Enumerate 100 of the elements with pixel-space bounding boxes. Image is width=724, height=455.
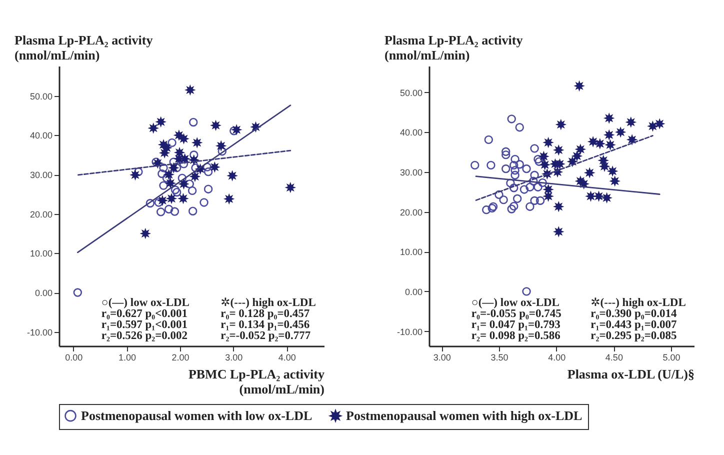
y-tick-label: 20.00 bbox=[30, 209, 52, 220]
y-tick-label: -10.00 bbox=[26, 327, 52, 338]
annotation: r₂=0.295 p₂=0.085 bbox=[590, 330, 678, 342]
point bbox=[538, 178, 547, 188]
x-tick-label: 1.00 bbox=[118, 352, 136, 362]
point bbox=[510, 160, 518, 170]
point bbox=[202, 162, 212, 172]
point bbox=[510, 170, 520, 180]
point bbox=[73, 288, 82, 297]
x-tick-label: 2.00 bbox=[172, 352, 190, 362]
annotation: r₀=0.627 p₀<0.001 bbox=[101, 308, 188, 320]
point bbox=[515, 122, 524, 132]
legend-label: Postmenopausal women with high ox-LDL bbox=[346, 408, 583, 423]
point bbox=[228, 171, 237, 180]
point bbox=[200, 198, 208, 207]
point bbox=[191, 164, 200, 172]
annotation: r₁=0.597 p₁<0.001 bbox=[101, 319, 188, 331]
point bbox=[544, 192, 553, 201]
point bbox=[218, 146, 227, 156]
y-tick-label: 50.00 bbox=[30, 91, 52, 102]
y-tick-label: 40.00 bbox=[400, 128, 422, 138]
point bbox=[175, 148, 184, 157]
point bbox=[510, 166, 520, 175]
point bbox=[544, 185, 553, 194]
y-tick-label: 10.00 bbox=[30, 248, 52, 259]
point bbox=[179, 160, 188, 168]
point bbox=[502, 147, 510, 156]
y-tick-label: 50.00 bbox=[400, 88, 422, 98]
annotation: r₂=0.526 p₂=0.002 bbox=[101, 330, 188, 342]
point bbox=[602, 193, 612, 202]
point bbox=[178, 174, 187, 182]
annotation: ○(—) low ox-LDL bbox=[101, 297, 190, 309]
point bbox=[526, 202, 534, 211]
annotation: r₁=0.443 p₁=0.007 bbox=[590, 319, 678, 331]
annotation: r₂=-0.052 p₂=0.777 bbox=[220, 330, 311, 342]
point bbox=[555, 160, 564, 168]
point bbox=[188, 186, 197, 196]
point bbox=[185, 180, 194, 188]
point bbox=[188, 206, 198, 216]
point bbox=[510, 154, 520, 164]
annotation: ✲(---) high ox-LDL bbox=[590, 297, 686, 309]
point bbox=[174, 154, 184, 164]
point bbox=[522, 164, 531, 174]
x-axis-title: Plasma ox-LDL (U/L)§ bbox=[567, 366, 694, 382]
x-tick-label: 5.00 bbox=[662, 352, 680, 362]
x-axis-title: PBMC Lp-PLA₂ activity (nmol/mL/min) bbox=[188, 366, 325, 396]
point bbox=[156, 117, 166, 126]
point bbox=[529, 176, 538, 186]
y-tick-label: 20.00 bbox=[400, 207, 422, 218]
annotation: r₀= 0.128 p₀=0.457 bbox=[220, 308, 310, 320]
point bbox=[130, 170, 140, 180]
point bbox=[588, 137, 598, 146]
point bbox=[502, 150, 510, 160]
annotation: ✲(---) high ox-LDL bbox=[220, 297, 316, 309]
point bbox=[172, 188, 182, 197]
point bbox=[488, 202, 498, 211]
point bbox=[168, 138, 176, 148]
x-tick-label: 4.00 bbox=[278, 352, 296, 362]
point bbox=[186, 86, 195, 94]
annotation: ○(—) low ox-LDL bbox=[471, 297, 560, 309]
annotation: r₁= 0.047 p₁=0.793 bbox=[471, 319, 561, 331]
y-tick-label: 30.00 bbox=[30, 170, 52, 180]
point bbox=[179, 180, 188, 188]
point bbox=[158, 169, 166, 178]
point bbox=[510, 202, 518, 211]
point bbox=[506, 178, 515, 188]
point bbox=[159, 164, 168, 172]
y-tick-label: 30.00 bbox=[400, 167, 422, 178]
point bbox=[470, 160, 480, 170]
y-axis-title: Plasma Lp-PLA₂ activity (nmol/mL/min) bbox=[384, 32, 524, 62]
y-tick-label: 10.00 bbox=[400, 247, 422, 258]
annotation: r₁= 0.134 p₁=0.456 bbox=[220, 319, 310, 331]
point bbox=[494, 190, 504, 199]
point bbox=[594, 192, 604, 201]
annotation: r₀=-0.055 p₀=0.745 bbox=[471, 308, 562, 320]
point bbox=[159, 181, 168, 190]
point bbox=[230, 126, 238, 136]
point bbox=[530, 170, 539, 180]
point bbox=[178, 194, 188, 203]
point bbox=[544, 138, 553, 147]
point bbox=[189, 118, 198, 127]
point bbox=[522, 287, 531, 296]
point bbox=[156, 208, 166, 216]
x-tick-label: 4.00 bbox=[548, 352, 566, 362]
y-axis-title: Plasma Lp-PLA₂ activity (nmol/mL/min) bbox=[14, 32, 154, 62]
point bbox=[512, 194, 522, 203]
point bbox=[586, 192, 596, 201]
point bbox=[180, 154, 190, 164]
point bbox=[482, 205, 491, 214]
point bbox=[515, 160, 524, 169]
point bbox=[486, 160, 496, 170]
x-tick-label: 3.00 bbox=[225, 352, 243, 362]
point bbox=[510, 184, 518, 192]
point bbox=[488, 204, 496, 213]
point bbox=[167, 194, 176, 203]
point bbox=[179, 134, 188, 144]
x-tick-label: 3.00 bbox=[433, 352, 451, 362]
point bbox=[536, 196, 545, 205]
point bbox=[164, 204, 174, 214]
point bbox=[170, 186, 180, 194]
